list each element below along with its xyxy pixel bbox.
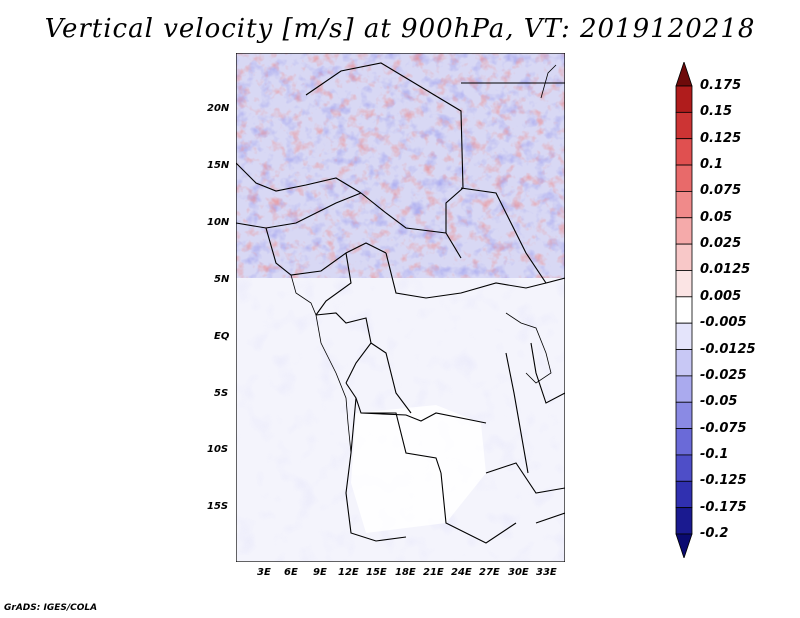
colorbar-label: 0.125: [700, 130, 742, 146]
colorbar-segment: [675, 454, 693, 482]
colorbar-label: 0.025: [700, 236, 742, 252]
lat-label: 5S: [214, 388, 229, 399]
colorbar-label: -0.125: [700, 473, 747, 489]
colorbar-segment: [675, 322, 693, 350]
colorbar-segment: [675, 349, 693, 377]
lon-label: 3E: [257, 567, 271, 578]
lon-label: 21E: [423, 567, 444, 578]
lon-label: 12E: [338, 567, 359, 578]
map-title: Vertical velocity [m/s] at 900hPa, VT: 2…: [44, 14, 756, 44]
colorbar-label: -0.005: [700, 315, 747, 331]
lon-label: 24E: [451, 567, 472, 578]
colorbar-segment: [675, 85, 693, 113]
lat-label: 5N: [214, 274, 230, 285]
lon-label: 27E: [479, 567, 500, 578]
lat-label: 10S: [207, 444, 229, 455]
colorbar-label: 0.1: [700, 157, 724, 173]
lon-label: 9E: [313, 567, 327, 578]
colorbar-label: 0.075: [700, 183, 742, 199]
lon-label: 6E: [284, 567, 298, 578]
colorbar-label: -0.0125: [700, 341, 756, 357]
grads-footer: GrADS: IGES/COLA: [4, 603, 98, 613]
colorbar-label: 0.15: [700, 104, 733, 120]
lat-label: 15S: [207, 501, 229, 512]
colorbar-label: 0.05: [700, 209, 733, 225]
vertical-velocity-map: [236, 53, 565, 562]
colorbar-segment: [675, 507, 693, 535]
colorbar-label: 0.175: [700, 78, 742, 93]
lon-label: 30E: [508, 567, 529, 578]
colorbar-segment: [675, 243, 693, 271]
lat-label: 10N: [207, 217, 230, 228]
colorbar-label: -0.025: [700, 367, 747, 383]
colorbar-segment: [675, 401, 693, 429]
lon-label: 33E: [536, 567, 557, 578]
colorbar-segment: [675, 217, 693, 245]
colorbar-label: 0.0125: [700, 262, 751, 278]
lon-label: 18E: [395, 567, 416, 578]
colorbar-segment: [675, 375, 693, 403]
colorbar-segment: [675, 270, 693, 298]
lat-label: EQ: [214, 331, 230, 342]
colorbar-segment: [675, 296, 693, 324]
lat-label: 20N: [207, 103, 230, 114]
colorbar-label: -0.1: [700, 446, 729, 462]
lon-label: 15E: [366, 567, 387, 578]
colorbar-label: -0.075: [700, 420, 747, 436]
colorbar-segment: [675, 191, 693, 219]
colorbar-label: -0.2: [700, 526, 729, 541]
lat-label: 15N: [207, 160, 230, 171]
colorbar-segment: [675, 138, 693, 166]
colorbar-top-arrow: [675, 62, 693, 87]
colorbar-label: -0.175: [700, 499, 747, 515]
colorbar-label: -0.05: [700, 394, 738, 410]
colorbar-bottom-arrow: [675, 533, 693, 558]
colorbar-label: 0.005: [700, 288, 742, 304]
colorbar-segment: [675, 480, 693, 509]
colorbar-segment: [675, 164, 693, 192]
colorbar: [675, 62, 693, 558]
colorbar-segment: [675, 428, 693, 456]
colorbar-segment: [675, 111, 693, 140]
